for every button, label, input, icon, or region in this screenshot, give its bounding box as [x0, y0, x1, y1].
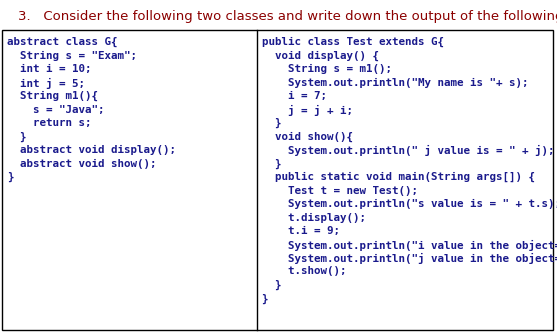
Text: abstract void show();: abstract void show(); [7, 159, 157, 169]
Text: }: } [262, 118, 281, 128]
Text: String s = m1();: String s = m1(); [262, 64, 392, 74]
Text: int j = 5;: int j = 5; [7, 77, 85, 89]
Text: t.i = 9;: t.i = 9; [262, 226, 340, 236]
Text: abstract class G{: abstract class G{ [7, 37, 118, 47]
Text: s = "Java";: s = "Java"; [7, 105, 105, 115]
Text: }: } [262, 159, 281, 169]
Text: int i = 10;: int i = 10; [7, 64, 91, 74]
Text: }: } [7, 132, 27, 142]
Text: t.show();: t.show(); [262, 267, 346, 277]
Text: j = j + i;: j = j + i; [262, 105, 353, 116]
Text: public static void main(String args[]) {: public static void main(String args[]) { [262, 172, 535, 182]
Text: }: } [262, 280, 281, 290]
Text: abstract void display();: abstract void display(); [7, 145, 176, 155]
Text: Test t = new Test();: Test t = new Test(); [262, 185, 418, 195]
Text: System.out.println(" j value is = " + j);: System.out.println(" j value is = " + j)… [262, 145, 554, 156]
Text: String m1(){: String m1(){ [7, 91, 98, 101]
Text: return s;: return s; [7, 118, 91, 128]
Text: System.out.println("s value is = " + t.s);: System.out.println("s value is = " + t.s… [262, 199, 557, 209]
Bar [2, 30, 553, 330]
Text: }: } [7, 172, 13, 182]
Text: void show(){: void show(){ [262, 132, 353, 142]
Text: i = 7;: i = 7; [262, 91, 326, 101]
Text: 3.   Consider the following two classes and write down the output of the followi: 3. Consider the following two classes an… [18, 10, 557, 23]
Text: t.display();: t.display(); [262, 212, 365, 222]
Text: System.out.println("My name is "+ s);: System.out.println("My name is "+ s); [262, 77, 528, 88]
Text: System.out.println("i value in the object="+t.i);: System.out.println("i value in the objec… [262, 239, 557, 250]
Text: }: } [262, 294, 268, 304]
Text: String s = "Exam";: String s = "Exam"; [7, 50, 137, 60]
Text: void display() {: void display() { [262, 50, 379, 61]
Text: public class Test extends G{: public class Test extends G{ [262, 37, 443, 47]
Text: System.out.println("j value in the object="+t.j);: System.out.println("j value in the objec… [262, 253, 557, 264]
